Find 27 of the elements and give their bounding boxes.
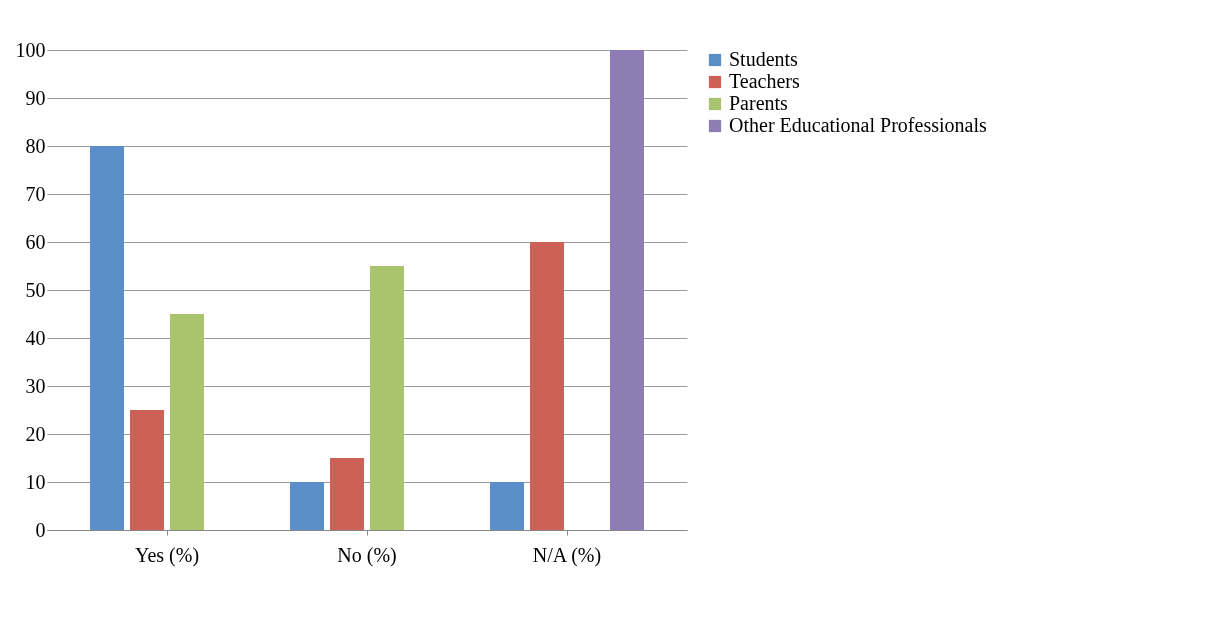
legend-label: Other Educational Professionals — [729, 114, 987, 136]
y-tick-label: 30 — [25, 374, 46, 397]
y-tick-label: 10 — [25, 470, 46, 493]
y-tick-label: 40 — [25, 326, 46, 349]
y-tick-label: 100 — [15, 38, 46, 61]
legend-label: Students — [729, 48, 799, 70]
x-tick-label: Yes (%) — [134, 543, 200, 567]
legend-label: Parents — [729, 92, 789, 114]
bar — [610, 50, 644, 530]
bar — [90, 146, 124, 530]
x-tick-label: N/A (%) — [532, 543, 602, 567]
bar — [130, 410, 164, 530]
y-tick-label: 60 — [25, 230, 46, 253]
legend-label: Teachers — [729, 70, 800, 92]
x-tick-label: No (%) — [337, 543, 397, 567]
bar — [170, 314, 204, 530]
bar — [530, 242, 564, 530]
y-tick-label: 90 — [25, 86, 46, 109]
bar — [490, 482, 524, 530]
bar — [290, 482, 324, 530]
y-tick-label: 50 — [25, 278, 46, 301]
bar — [370, 266, 404, 530]
bar — [330, 458, 364, 530]
y-tick-label: 80 — [25, 134, 46, 157]
y-tick-label: 70 — [25, 182, 46, 205]
y-tick-label: 0 — [35, 518, 46, 541]
y-tick-label: 20 — [25, 422, 46, 445]
